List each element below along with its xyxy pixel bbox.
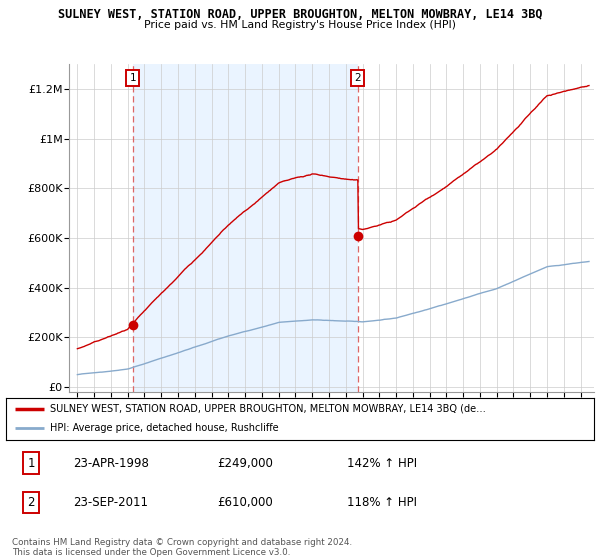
Text: 1: 1	[28, 456, 35, 470]
Text: 23-APR-1998: 23-APR-1998	[74, 456, 149, 470]
Text: 118% ↑ HPI: 118% ↑ HPI	[347, 496, 417, 509]
Text: 1: 1	[130, 73, 136, 83]
Text: 2: 2	[28, 496, 35, 509]
Text: 142% ↑ HPI: 142% ↑ HPI	[347, 456, 417, 470]
Text: Contains HM Land Registry data © Crown copyright and database right 2024.
This d: Contains HM Land Registry data © Crown c…	[12, 538, 352, 557]
Text: Price paid vs. HM Land Registry's House Price Index (HPI): Price paid vs. HM Land Registry's House …	[144, 20, 456, 30]
Bar	[133, 64, 358, 392]
Text: £610,000: £610,000	[218, 496, 274, 509]
Text: SULNEY WEST, STATION ROAD, UPPER BROUGHTON, MELTON MOWBRAY, LE14 3BQ: SULNEY WEST, STATION ROAD, UPPER BROUGHT…	[58, 8, 542, 21]
Text: £249,000: £249,000	[218, 456, 274, 470]
Text: 23-SEP-2011: 23-SEP-2011	[74, 496, 149, 509]
Text: 2: 2	[355, 73, 361, 83]
Text: HPI: Average price, detached house, Rushcliffe: HPI: Average price, detached house, Rush…	[50, 423, 279, 433]
Text: SULNEY WEST, STATION ROAD, UPPER BROUGHTON, MELTON MOWBRAY, LE14 3BQ (de…: SULNEY WEST, STATION ROAD, UPPER BROUGHT…	[50, 404, 486, 414]
